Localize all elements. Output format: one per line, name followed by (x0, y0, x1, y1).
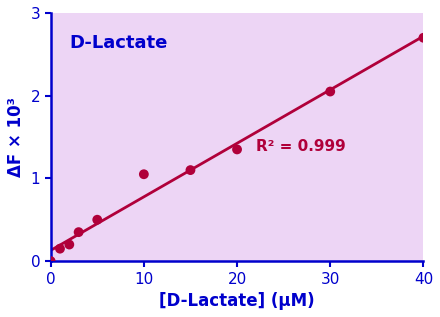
Point (75, 230, 82, 235)
Point (187, 168, 194, 173)
Y-axis label: ΔF × 10³: ΔF × 10³ (7, 97, 25, 177)
Point (47, 259, 54, 264)
Point (56, 246, 63, 251)
Point (234, 147, 241, 152)
Point (94, 217, 101, 222)
Point (327, 89, 334, 94)
Point (66, 242, 73, 247)
X-axis label: [D-Lactate] (μM): [D-Lactate] (μM) (159, 292, 315, 310)
Text: D-Lactate: D-Lactate (70, 34, 168, 52)
Point (420, 35, 427, 40)
Point (140, 172, 147, 177)
Text: R² = 0.999: R² = 0.999 (256, 139, 345, 154)
